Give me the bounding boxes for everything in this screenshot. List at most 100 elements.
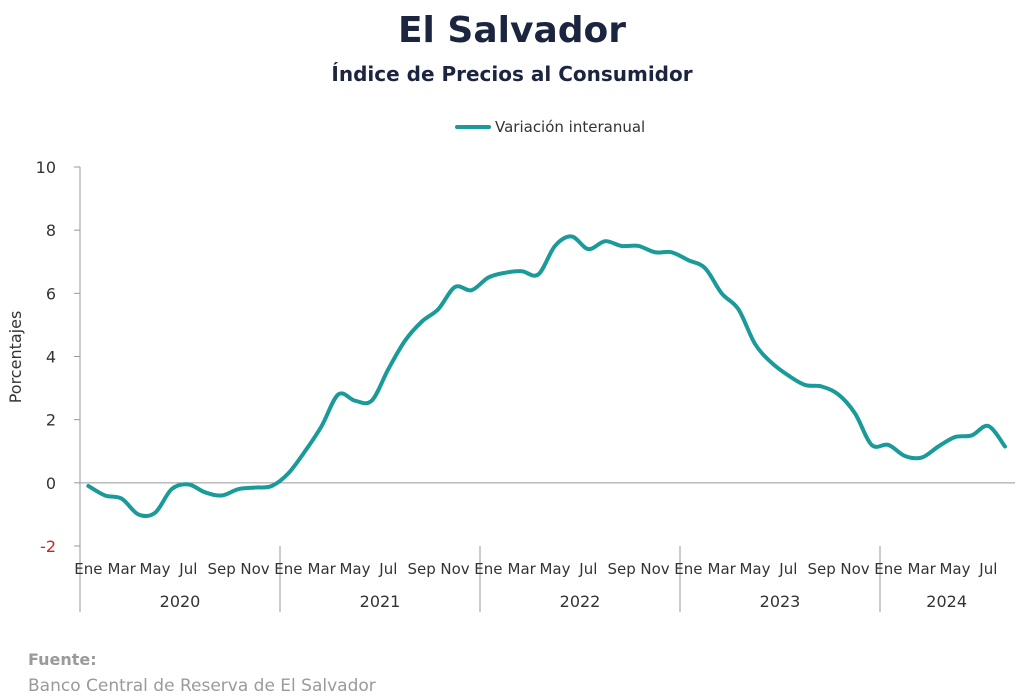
month-tick-label: Ene	[274, 560, 302, 578]
month-tick-label: Jul	[578, 560, 597, 578]
data-point	[786, 373, 790, 377]
data-point	[586, 247, 590, 251]
data-point	[336, 392, 340, 396]
month-tick-label: May	[339, 560, 370, 578]
data-point	[236, 487, 240, 491]
month-tick-label: Nov	[240, 560, 269, 578]
data-point	[403, 339, 407, 343]
month-tick-label: Mar	[908, 560, 937, 578]
legend-swatch	[455, 125, 491, 129]
data-point	[886, 443, 890, 447]
month-tick-label: Mar	[508, 560, 537, 578]
data-point	[303, 449, 307, 453]
y-tick-label: 6	[46, 284, 56, 303]
data-point	[570, 234, 574, 238]
month-tick-label: Ene	[674, 560, 702, 578]
data-point	[86, 484, 90, 488]
month-tick-label: May	[539, 560, 570, 578]
month-tick-label: Jul	[378, 560, 397, 578]
chart-title: El Salvador	[397, 10, 627, 51]
y-tick-label: 10	[36, 158, 56, 177]
data-point	[970, 433, 974, 437]
data-point	[436, 307, 440, 311]
data-point	[486, 276, 490, 280]
data-point	[203, 490, 207, 494]
y-tick-label: 8	[46, 221, 56, 240]
data-point	[220, 493, 224, 497]
data-point	[386, 367, 390, 371]
data-point	[920, 456, 924, 460]
series-line-variacion-interanual	[86, 234, 1007, 519]
month-tick-label: Mar	[108, 560, 137, 578]
data-point	[820, 385, 824, 389]
month-tick-label: Jul	[778, 560, 797, 578]
data-point	[753, 342, 757, 346]
data-point	[836, 392, 840, 396]
data-point	[636, 244, 640, 248]
source-label: Fuente:	[28, 650, 97, 669]
data-point	[1003, 445, 1007, 449]
data-point	[686, 258, 690, 262]
data-point	[870, 443, 874, 447]
data-point	[320, 424, 324, 428]
data-point	[936, 445, 940, 449]
y-axis: -2 0 2 4 6 8 10	[36, 158, 81, 610]
data-point	[470, 288, 474, 292]
chart-subtitle: Índice de Precios al Consumidor	[331, 62, 693, 86]
month-tick-label: Mar	[308, 560, 337, 578]
month-tick-label: Sep	[408, 560, 436, 578]
data-point	[120, 497, 124, 501]
data-point	[703, 266, 707, 270]
data-point	[553, 244, 557, 248]
data-point	[136, 512, 140, 516]
data-point	[770, 361, 774, 365]
data-point	[370, 399, 374, 403]
month-tick-label: Ene	[74, 560, 102, 578]
year-label: 2023	[760, 592, 801, 611]
year-label: 2021	[360, 592, 401, 611]
year-label: 2020	[160, 592, 201, 611]
data-point	[420, 320, 424, 324]
source-text: Banco Central de Reserva de El Salvador	[28, 676, 376, 696]
y-tick-label: 0	[46, 474, 56, 493]
month-tick-label: Sep	[808, 560, 836, 578]
data-point	[986, 424, 990, 428]
data-point	[253, 486, 257, 490]
data-point	[720, 291, 724, 295]
data-point	[503, 271, 507, 275]
month-tick-label: Ene	[474, 560, 502, 578]
data-point	[153, 511, 157, 515]
data-point	[903, 454, 907, 458]
y-tick-label: 2	[46, 411, 56, 430]
month-tick-label: Mar	[708, 560, 737, 578]
month-tick-label: Sep	[608, 560, 636, 578]
month-tick-label: Nov	[440, 560, 469, 578]
data-point	[653, 250, 657, 254]
data-point	[286, 471, 290, 475]
year-label: 2024	[926, 592, 967, 611]
y-tick-label: -2	[40, 537, 56, 556]
y-axis-label: Porcentajes	[6, 311, 25, 404]
data-point	[353, 399, 357, 403]
legend-label: Variación interanual	[495, 118, 646, 136]
data-point	[620, 244, 624, 248]
month-tick-label: Jul	[978, 560, 997, 578]
series-layer	[86, 234, 1007, 519]
month-tick-label: Ene	[874, 560, 902, 578]
data-point	[536, 272, 540, 276]
data-point	[853, 411, 857, 415]
data-point	[953, 435, 957, 439]
data-point	[170, 487, 174, 491]
month-tick-label: May	[939, 560, 970, 578]
data-point	[670, 250, 674, 254]
legend: Variación interanual	[455, 118, 645, 136]
data-point	[270, 484, 274, 488]
data-point	[453, 285, 457, 289]
data-point	[103, 493, 107, 497]
data-point	[520, 269, 524, 273]
data-point	[736, 307, 740, 311]
month-tick-label: Sep	[208, 560, 236, 578]
y-tick-label: 4	[46, 348, 56, 367]
